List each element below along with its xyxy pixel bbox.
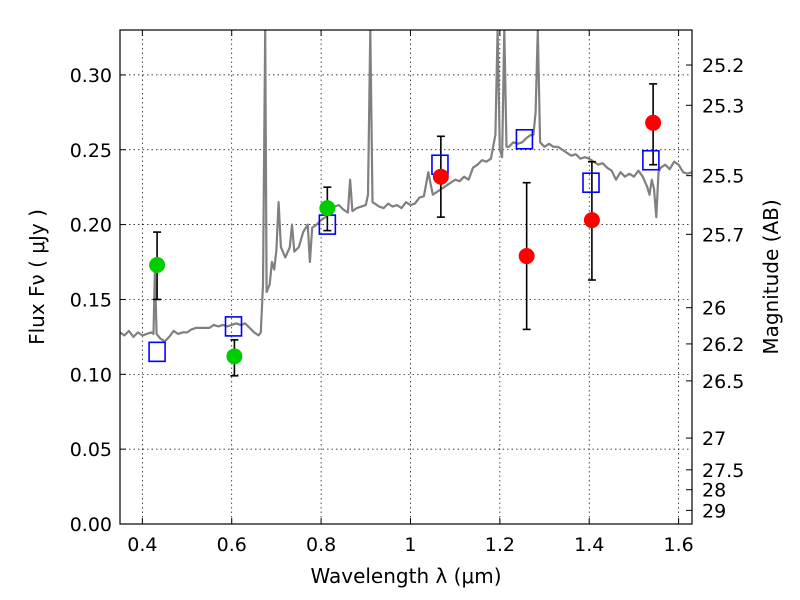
y2-axis-label: Magnitude (AB) xyxy=(759,199,783,354)
y-tick-label: 0.10 xyxy=(70,364,112,386)
observed-flux-point xyxy=(319,200,336,217)
x-tick-label: 0.8 xyxy=(306,534,336,556)
y-tick-label: 0.05 xyxy=(70,439,112,461)
x-tick-label: 1.4 xyxy=(574,534,604,556)
x-tick-label: 1.2 xyxy=(485,534,515,556)
mag-tick-label: 26 xyxy=(702,298,726,320)
model-flux-square xyxy=(148,341,166,363)
markers xyxy=(148,114,662,365)
x-tick-label: 0.4 xyxy=(127,534,157,556)
x-axis-label: Wavelength λ (μm) xyxy=(310,564,501,588)
y-axis-label: Flux Fν ( μJy ) xyxy=(25,209,49,345)
observed-flux-point xyxy=(149,257,166,274)
observed-flux-point xyxy=(583,212,600,229)
model-flux-square xyxy=(642,149,660,171)
mag-tick-label: 25.7 xyxy=(702,224,744,246)
mag-tick-label: 28 xyxy=(702,480,726,502)
error-bars xyxy=(153,83,658,377)
x-tick-label: 1 xyxy=(404,534,416,556)
mag-tick-label: 25.2 xyxy=(702,55,744,77)
model-flux-square xyxy=(224,316,243,337)
y-tick-label: 0.20 xyxy=(70,215,112,237)
y-tick-label: 0.25 xyxy=(70,140,112,162)
mag-tick-label: 27.5 xyxy=(702,460,744,482)
mag-tick-label: 27 xyxy=(702,428,726,450)
model-flux-square xyxy=(515,128,534,150)
observed-flux-point xyxy=(226,348,243,365)
x-tick-label: 0.6 xyxy=(217,534,247,556)
model-spectrum-line xyxy=(120,30,692,343)
x-tick-label: 1.6 xyxy=(663,534,693,556)
y-tick-label: 0.30 xyxy=(70,65,112,87)
mag-tick-label: 26.5 xyxy=(702,371,744,393)
mag-tick-label: 25.5 xyxy=(702,166,744,188)
observed-flux-point xyxy=(518,248,535,265)
axis-ticks: 0.4 0.6 0.8 1 1.2 1.4 1.6 0.00 0.05 0.10 0.15 0.20 0… xyxy=(70,30,744,556)
plot-frame xyxy=(119,29,693,525)
grid-lines xyxy=(120,30,692,525)
y-tick-label: 0.00 xyxy=(70,514,112,536)
model-flux-square xyxy=(582,172,600,193)
mag-tick-label: 29 xyxy=(702,500,726,522)
observed-flux-point xyxy=(645,114,662,131)
mag-tick-label: 26.2 xyxy=(702,334,744,356)
observed-flux-point xyxy=(432,168,449,185)
plot-area xyxy=(120,30,692,343)
mag-tick-label: 25.3 xyxy=(702,95,744,117)
y-tick-label: 0.15 xyxy=(70,289,112,311)
